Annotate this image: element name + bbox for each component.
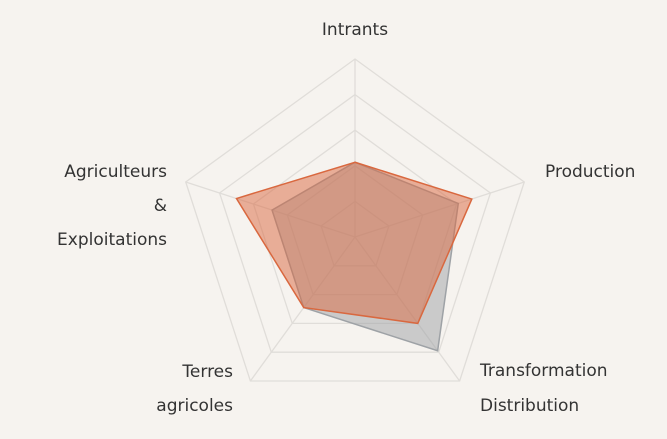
- axis-label: Agriculteurs: [64, 162, 167, 182]
- axis-label: Exploitations: [57, 230, 167, 250]
- axis-label: Intrants: [322, 20, 388, 40]
- grid-ring: [218, 93, 492, 353]
- series-area: [235, 161, 473, 325]
- axis-label: Transformation: [479, 361, 608, 381]
- axis-label: Distribution: [480, 396, 579, 416]
- axis-label: Terres: [181, 362, 233, 382]
- axis-label: &: [154, 196, 167, 216]
- grid-ring: [184, 58, 526, 382]
- axis-label: Production: [545, 162, 635, 182]
- axis-label: agricoles: [156, 396, 233, 416]
